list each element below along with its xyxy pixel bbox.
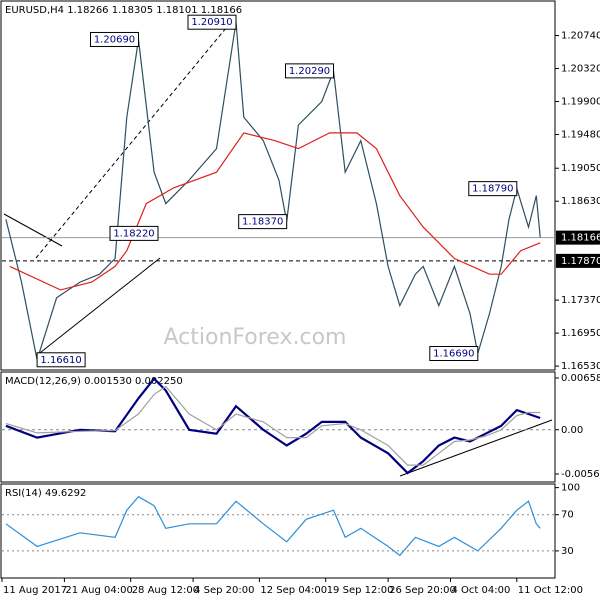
trend-line: [3, 213, 63, 247]
annotation-label: 1.16610: [40, 355, 81, 366]
y-tick-label: 1.19480: [561, 129, 600, 140]
y-tick-label: 1.19050: [561, 163, 600, 174]
x-tick-label: 19 Sep 12:00: [327, 585, 394, 596]
annotation-box: [238, 214, 288, 230]
y-tick-label: 100: [561, 483, 580, 494]
panel-title: EURUSD,H4 1.18266 1.18305 1.18101 1.1816…: [5, 5, 242, 16]
y-tick-label: 1.18630: [561, 196, 600, 207]
annotation-box: [468, 181, 518, 197]
y-tick-label: 0.00: [561, 425, 583, 436]
annotation-label: 1.18790: [472, 184, 513, 195]
panel-title: MACD(12,26,9) 0.001530 0.002250: [5, 376, 183, 387]
watermark: ActionForex.com: [164, 325, 347, 350]
annotation-box: [36, 352, 86, 368]
y-tick-label: 1.16530: [561, 361, 600, 372]
annotation-box: [285, 63, 334, 79]
x-tick-label: 26 Sep 20:00: [389, 585, 456, 596]
x-tick-label: 4 Sep 20:00: [194, 585, 254, 596]
y-tick-label: 1.19900: [561, 96, 600, 107]
price-panel: [0, 0, 556, 371]
x-tick-label: 12 Sep 04:00: [260, 585, 327, 596]
y-tick-label: 70: [561, 510, 574, 521]
y-tick-label: 30: [561, 546, 574, 557]
price-label: 1.18166: [561, 233, 600, 244]
annotation-label: 1.20690: [94, 34, 135, 45]
x-tick-label: 11 Oct 12:00: [518, 585, 583, 596]
x-tick-label: 21 Aug 04:00: [65, 585, 132, 596]
annotation-box: [429, 346, 479, 362]
x-tick-label: 28 Aug 12:00: [132, 585, 199, 596]
annotation-label: 1.16690: [433, 349, 474, 360]
x-tick-label: 11 Aug 2017: [3, 585, 67, 596]
price-label: 1.17870: [561, 256, 600, 267]
y-tick-label: -0.005634: [561, 469, 600, 480]
price-box: [556, 230, 600, 245]
series-line: [5, 22, 541, 360]
series-line: [9, 132, 541, 291]
trend-line: [35, 257, 161, 357]
annotation-box: [109, 225, 159, 241]
annotation-label: 1.18370: [242, 217, 283, 228]
price-box: [556, 253, 600, 268]
series-line: [5, 377, 541, 475]
annotation-label: 1.20910: [191, 17, 232, 28]
y-tick-label: 1.17370: [561, 295, 600, 306]
series-line: [5, 495, 541, 557]
annotation-box: [90, 31, 139, 47]
y-tick-label: 1.20320: [561, 64, 600, 75]
trend-channel: [35, 15, 237, 259]
y-tick-label: 1.16950: [561, 328, 600, 339]
y-tick-label: 0.006586: [561, 373, 600, 384]
y-tick-label: 1.20740: [561, 31, 600, 42]
panel-title: RSI(14) 49.6292: [5, 488, 86, 499]
annotation-label: 1.18220: [113, 228, 154, 239]
macd-panel: [0, 371, 556, 483]
x-tick-label: 4 Oct 04:00: [452, 585, 511, 596]
annotation-label: 1.20290: [289, 66, 330, 77]
rsi-panel: [0, 483, 556, 579]
annotation-box: [187, 14, 237, 30]
series-line: [5, 385, 541, 466]
